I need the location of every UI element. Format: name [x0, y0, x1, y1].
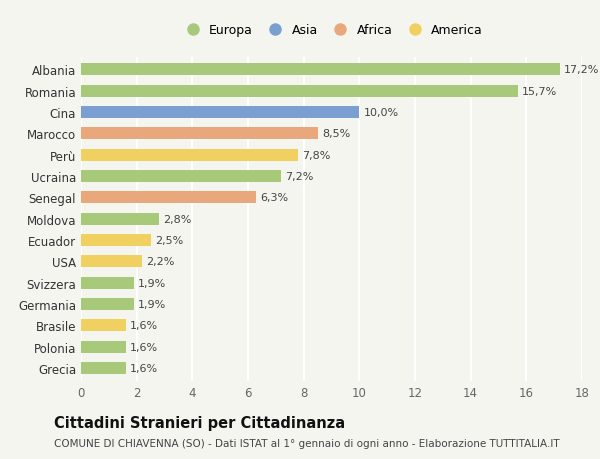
Text: 7,2%: 7,2%	[286, 172, 314, 182]
Text: 15,7%: 15,7%	[522, 86, 557, 96]
Bar	[81, 192, 256, 204]
Text: 2,2%: 2,2%	[146, 257, 175, 267]
Bar	[81, 128, 317, 140]
Bar	[81, 213, 159, 225]
Text: 1,6%: 1,6%	[130, 342, 158, 352]
Bar	[81, 320, 125, 331]
Text: 1,9%: 1,9%	[138, 278, 166, 288]
Text: 17,2%: 17,2%	[564, 65, 599, 75]
Text: 2,5%: 2,5%	[155, 235, 183, 246]
Bar	[81, 341, 125, 353]
Bar	[81, 107, 359, 118]
Bar	[81, 64, 560, 76]
Bar	[81, 171, 281, 182]
Text: 7,8%: 7,8%	[302, 150, 331, 160]
Text: 1,9%: 1,9%	[138, 299, 166, 309]
Bar	[81, 150, 298, 161]
Text: Cittadini Stranieri per Cittadinanza: Cittadini Stranieri per Cittadinanza	[54, 415, 345, 431]
Bar	[81, 235, 151, 246]
Text: COMUNE DI CHIAVENNA (SO) - Dati ISTAT al 1° gennaio di ogni anno - Elaborazione : COMUNE DI CHIAVENNA (SO) - Dati ISTAT al…	[54, 438, 560, 448]
Text: 10,0%: 10,0%	[364, 108, 398, 118]
Text: 1,6%: 1,6%	[130, 321, 158, 330]
Text: 2,8%: 2,8%	[163, 214, 191, 224]
Text: 6,3%: 6,3%	[260, 193, 289, 203]
Bar	[81, 362, 125, 374]
Text: 8,5%: 8,5%	[322, 129, 350, 139]
Bar	[81, 85, 518, 97]
Bar	[81, 298, 134, 310]
Legend: Europa, Asia, Africa, America: Europa, Asia, Africa, America	[178, 22, 485, 39]
Text: 1,6%: 1,6%	[130, 363, 158, 373]
Bar	[81, 256, 142, 268]
Bar	[81, 277, 134, 289]
